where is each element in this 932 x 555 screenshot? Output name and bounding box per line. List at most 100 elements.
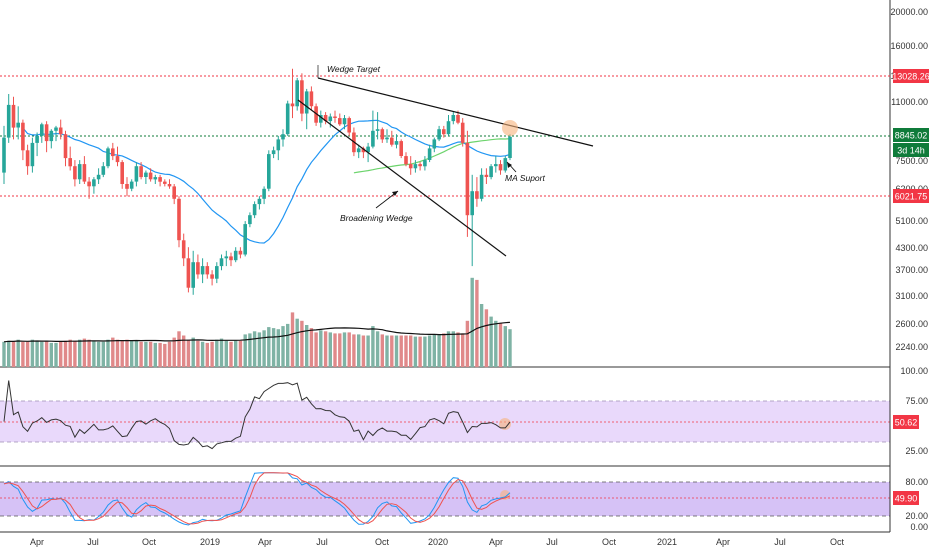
candle-body	[248, 215, 252, 225]
candle-body	[186, 258, 191, 288]
candle-body	[115, 156, 120, 163]
candle-body	[404, 156, 408, 165]
stoch-level-label: 80.00	[905, 477, 928, 487]
candle-body	[210, 274, 214, 279]
volume-bar	[49, 342, 53, 368]
y-tick-label: 4300.00	[895, 243, 928, 253]
stoch-k-line	[3, 472, 511, 526]
volume-bar	[494, 320, 498, 367]
candle-body	[338, 118, 342, 125]
x-tick-label: 2019	[200, 537, 220, 547]
stoch-value-text: 49.90	[895, 494, 918, 504]
candle-body	[390, 137, 394, 145]
volume-bar	[92, 340, 96, 368]
candle-body	[200, 266, 205, 275]
x-tick-label: Jul	[546, 537, 558, 547]
candle-body	[177, 198, 181, 241]
y-tick-label: 16000.00	[890, 41, 928, 51]
candle-body	[111, 148, 115, 157]
volume-bar	[163, 343, 167, 367]
volume-bar	[96, 341, 101, 367]
x-tick-label: Oct	[830, 537, 845, 547]
volume-bar	[305, 325, 309, 367]
volume-bar	[366, 335, 370, 367]
candle-body	[191, 262, 195, 288]
volume-bar	[139, 341, 143, 367]
stoch-level-label: 20.00	[905, 511, 928, 521]
volume-bar	[200, 341, 205, 367]
volume-bar	[385, 335, 389, 367]
volume-bar	[470, 277, 474, 368]
volume-bar	[167, 341, 172, 367]
volume-bar	[243, 334, 247, 367]
candle-body	[456, 115, 460, 123]
volume-bar	[73, 340, 77, 368]
x-tick-label: 2020	[428, 537, 448, 547]
volume-bar	[281, 326, 285, 368]
volume-bar	[446, 331, 451, 367]
stoch-d-line	[3, 472, 511, 525]
candle-body	[394, 141, 399, 145]
volume-bar	[59, 341, 63, 367]
x-tick-label: Jul	[774, 537, 786, 547]
volume-bar	[427, 335, 432, 367]
volume-bars	[2, 277, 512, 368]
volume-bar	[82, 338, 87, 367]
candle-body	[380, 129, 385, 140]
candle-body	[158, 177, 162, 182]
candle-body	[40, 124, 44, 136]
candle-body	[77, 164, 82, 180]
candle-body	[475, 191, 479, 199]
volume-bar	[442, 333, 446, 367]
candle-body	[205, 266, 210, 275]
candle-body	[385, 137, 389, 140]
x-tick-label: Apr	[258, 537, 272, 547]
candle-body	[371, 130, 375, 147]
candle-body	[106, 148, 110, 167]
wedge-upper-trendline[interactable]	[317, 77, 594, 147]
candle-body	[432, 139, 437, 149]
price-badge-high-text: 13028.26	[892, 72, 930, 82]
volume-bar	[25, 341, 30, 367]
volume-bar	[347, 332, 351, 367]
volume-bar	[238, 340, 243, 368]
volume-bar	[465, 320, 470, 367]
annotation-ma-support: MA Suport	[505, 173, 545, 183]
candle-body	[408, 164, 413, 169]
candle-body	[295, 80, 299, 107]
volume-bar	[148, 341, 153, 367]
volume-ma-line	[3, 321, 511, 343]
volume-bar	[309, 328, 314, 367]
candle-body	[21, 122, 25, 151]
volume-bar	[461, 333, 465, 367]
highlight-price	[502, 120, 518, 136]
volume-bar	[30, 339, 35, 367]
candle-body	[262, 188, 266, 199]
volume-bar	[68, 339, 72, 367]
candle-body	[82, 164, 87, 182]
volume-bar	[323, 331, 328, 367]
candle-body	[418, 164, 422, 167]
arrow-head-ma-support	[507, 162, 512, 168]
volume-bar	[125, 339, 129, 367]
candle-body	[276, 139, 281, 151]
volume-bar	[144, 341, 148, 367]
volume-bar	[252, 331, 257, 367]
y-tick-label: 2600.00	[895, 319, 928, 329]
candle-body	[257, 198, 262, 205]
volume-bar	[286, 323, 290, 367]
volume-bar	[196, 340, 200, 368]
candle-body	[54, 127, 58, 131]
candle-body	[252, 204, 257, 216]
rsi-level-label: 25.00	[905, 446, 928, 456]
price-badge-low	[893, 189, 929, 203]
candle-body	[16, 122, 20, 128]
candle-body	[224, 256, 229, 259]
volume-bar	[182, 335, 186, 367]
candle-body	[87, 181, 91, 187]
wedge-lower-trendline[interactable]	[297, 99, 507, 257]
volume-bar	[413, 336, 418, 368]
